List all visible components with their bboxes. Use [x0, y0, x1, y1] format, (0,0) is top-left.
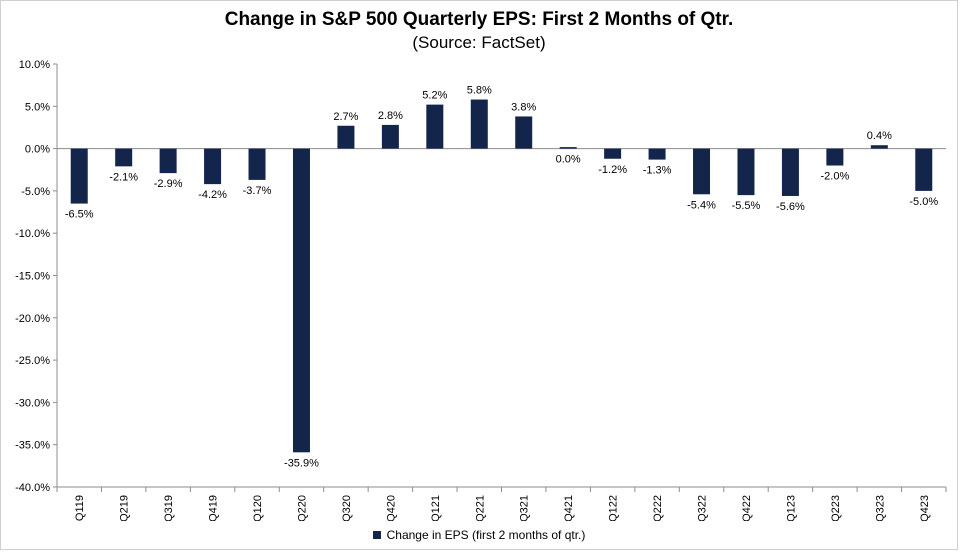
category-label-q222: Q222 — [652, 495, 664, 521]
category-label-q120: Q120 — [252, 495, 264, 521]
legend: Change in EPS (first 2 months of qtr.) — [1, 527, 957, 542]
bar-q223 — [826, 148, 844, 166]
category-label-q422: Q422 — [741, 495, 753, 521]
bar-q419 — [204, 148, 222, 185]
data-label-q420: 2.8% — [378, 110, 403, 122]
y-tick-label: 10.0% — [19, 59, 50, 71]
bar-q421 — [559, 147, 577, 149]
bar-q222 — [648, 148, 666, 160]
data-label-q419: -4.2% — [198, 189, 227, 201]
data-label-q222: -1.3% — [643, 165, 672, 177]
bar-q319 — [159, 148, 177, 174]
category-label-q420: Q420 — [385, 495, 397, 521]
bar-q323 — [870, 145, 888, 149]
category-label-q221: Q221 — [474, 495, 486, 521]
data-label-q320: 2.7% — [333, 111, 358, 123]
bar-q122 — [604, 148, 622, 159]
bar-q221 — [470, 99, 488, 149]
bar-chart: 10.0% 5.0% 0.0% -5.0% -10.0% -15.0% -20.0% -25.… — [15, 59, 947, 521]
y-tick-label: -30.0% — [15, 397, 50, 409]
bar-q220 — [292, 148, 310, 453]
chart-title: Change in S&P 500 Quarterly EPS: First 2… — [224, 9, 734, 30]
y-tick-label: 5.0% — [25, 101, 50, 113]
bar-q322 — [693, 148, 711, 195]
data-label-q220: -35.9% — [284, 457, 319, 469]
category-label-q119: Q119 — [74, 495, 86, 521]
category-label-q419: Q419 — [208, 495, 220, 521]
data-label-q123: -5.6% — [776, 201, 805, 213]
y-tick-label: -25.0% — [15, 355, 50, 367]
data-label-q323: 0.4% — [867, 130, 892, 142]
bar-q123 — [781, 148, 799, 196]
y-tick-label: -20.0% — [15, 313, 50, 325]
category-label-q321: Q321 — [519, 495, 531, 521]
category-label-q320: Q320 — [341, 495, 353, 521]
bar-q320 — [337, 125, 355, 149]
bar-q422 — [737, 148, 755, 196]
data-label-q219: -2.1% — [109, 171, 138, 183]
category-label-q319: Q319 — [163, 495, 175, 521]
data-label-q322: -5.4% — [687, 199, 716, 211]
category-label-q121: Q121 — [430, 495, 442, 521]
y-tick-label: -40.0% — [15, 482, 50, 494]
data-label-q120: -3.7% — [243, 185, 272, 197]
category-label-q123: Q123 — [785, 495, 797, 521]
category-label-q220: Q220 — [296, 495, 308, 521]
bar-q420 — [381, 124, 399, 149]
data-label-q422: -5.5% — [732, 200, 761, 212]
legend-label: Change in EPS (first 2 months of qtr.) — [386, 527, 586, 542]
bar-q423 — [915, 148, 933, 191]
category-label-q323: Q323 — [874, 495, 886, 521]
category-label-q219: Q219 — [119, 495, 131, 521]
bar-q119 — [70, 148, 88, 204]
chart-subtitle: (Source: FactSet) — [412, 33, 546, 52]
y-tick-label: -5.0% — [21, 186, 50, 198]
y-tick-label: -15.0% — [15, 271, 50, 283]
data-label-q319: -2.9% — [154, 178, 183, 190]
bar-q219 — [115, 148, 133, 167]
category-label-q122: Q122 — [608, 495, 620, 521]
y-tick-label: 0.0% — [25, 144, 50, 156]
data-label-q223: -2.0% — [821, 171, 850, 183]
data-label-q221: 5.8% — [467, 85, 492, 97]
bar-q120 — [248, 148, 266, 180]
data-label-q121: 5.2% — [422, 90, 447, 102]
data-label-q119: -6.5% — [65, 209, 94, 221]
category-label-q421: Q421 — [563, 495, 575, 521]
bar-q321 — [515, 116, 533, 149]
data-label-q421: 0.0% — [556, 154, 581, 166]
data-label-q122: -1.2% — [598, 164, 627, 176]
bar-q121 — [426, 104, 444, 149]
category-label-q322: Q322 — [697, 495, 709, 521]
data-label-q423: -5.0% — [909, 196, 938, 208]
y-tick-label: -35.0% — [15, 440, 50, 452]
data-label-q321: 3.8% — [511, 101, 536, 113]
legend-swatch — [372, 530, 381, 539]
category-label-q223: Q223 — [830, 495, 842, 521]
category-label-q423: Q423 — [919, 495, 931, 521]
y-tick-label: -10.0% — [15, 228, 50, 240]
